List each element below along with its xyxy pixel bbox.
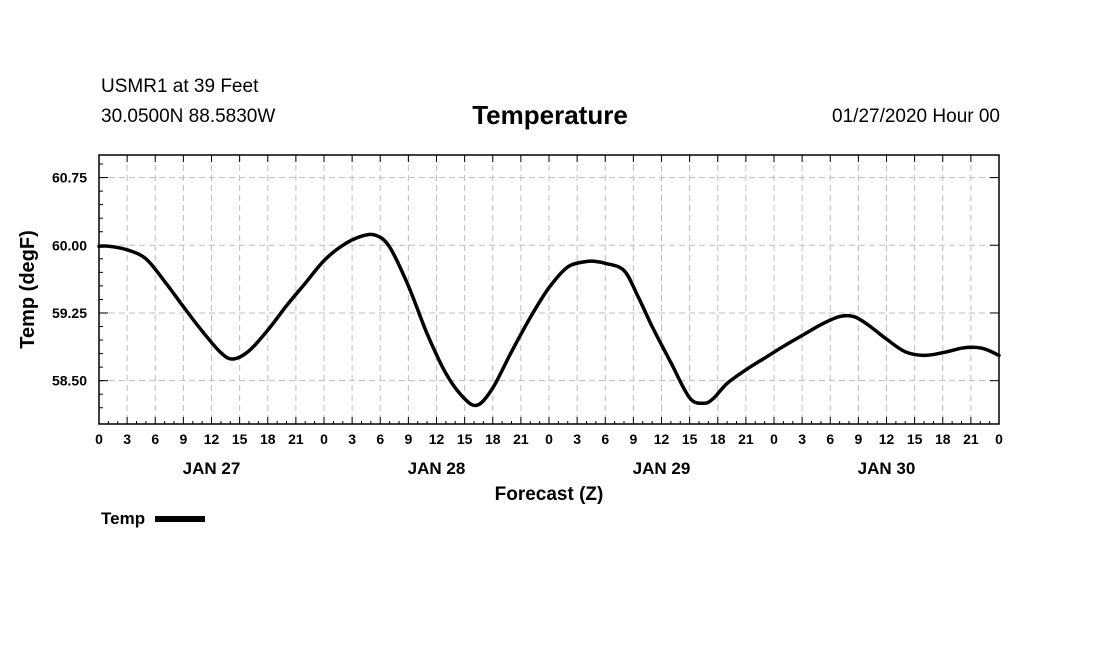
- x-tick-label: 15: [232, 431, 248, 447]
- plot-frame: [98, 154, 1000, 425]
- x-tick-label: 12: [654, 431, 670, 447]
- x-tick-label: 0: [320, 431, 328, 447]
- x-tick-label: 18: [485, 431, 501, 447]
- x-axis-label: Forecast (Z): [495, 484, 604, 505]
- x-tick-label: 15: [907, 431, 923, 447]
- x-tick-label: 18: [710, 431, 726, 447]
- y-axis-ticks: 58.50 59.25 60.00 60.75: [52, 163, 999, 409]
- x-tick-label: 6: [826, 431, 834, 447]
- day-label: JAN 28: [408, 459, 466, 478]
- x-tick-label: 21: [513, 431, 529, 447]
- series-line-temp: [97, 232, 1001, 408]
- y-axis-label: Temp (degF): [17, 230, 39, 349]
- x-tick-label: 0: [995, 431, 1003, 447]
- x-tick-label: 21: [963, 431, 979, 447]
- x-tick-label: 15: [682, 431, 698, 447]
- x-tick-label: 15: [457, 431, 473, 447]
- x-tick-label: 3: [123, 431, 131, 447]
- x-tick-label: 9: [404, 431, 412, 447]
- x-tick-label: 3: [573, 431, 581, 447]
- x-tick-label: 12: [204, 431, 220, 447]
- x-tick-label: 0: [95, 431, 103, 447]
- legend-swatch-line: [155, 516, 206, 522]
- x-tick-label: 18: [935, 431, 951, 447]
- x-tick-label: 3: [798, 431, 806, 447]
- x-tick-label: 3: [348, 431, 356, 447]
- x-tick-label: 6: [376, 431, 384, 447]
- x-tick-label: 12: [879, 431, 895, 447]
- day-label: JAN 30: [858, 459, 916, 478]
- day-label: JAN 29: [633, 459, 691, 478]
- x-tick-label: 9: [629, 431, 637, 447]
- y-tick-label: 58.50: [52, 373, 87, 389]
- forecast-datetime: 01/27/2020 Hour 00: [832, 106, 1000, 127]
- x-tick-label: 9: [179, 431, 187, 447]
- x-axis-ticks: 0 3 6 9 12 15 18 21 0 3 6 9 12 15 18 21 0 3 6 9 12 15 18 21 0 3 6 9…: [95, 155, 1003, 478]
- chart-grid: [99, 155, 999, 424]
- coordinates-label: 30.0500N 88.5830W: [101, 106, 276, 127]
- x-tick-label: 0: [545, 431, 553, 447]
- y-tick-label: 59.25: [52, 305, 87, 321]
- x-tick-label: 12: [429, 431, 445, 447]
- x-tick-label: 6: [601, 431, 609, 447]
- x-tick-label: 18: [260, 431, 276, 447]
- station-label: USMR1 at 39 Feet: [101, 76, 259, 97]
- x-tick-label: 9: [854, 431, 862, 447]
- legend-label: Temp: [101, 509, 146, 528]
- x-tick-label: 21: [738, 431, 754, 447]
- chart-title: Temperature: [472, 100, 628, 130]
- legend: Temp: [101, 509, 206, 529]
- x-tick-label: 0: [770, 431, 778, 447]
- y-tick-label: 60.00: [52, 237, 87, 253]
- series-layer: [97, 232, 1001, 408]
- x-tick-label: 21: [288, 431, 304, 447]
- day-label: JAN 27: [183, 459, 241, 478]
- y-tick-label: 60.75: [52, 170, 87, 186]
- x-tick-label: 6: [151, 431, 159, 447]
